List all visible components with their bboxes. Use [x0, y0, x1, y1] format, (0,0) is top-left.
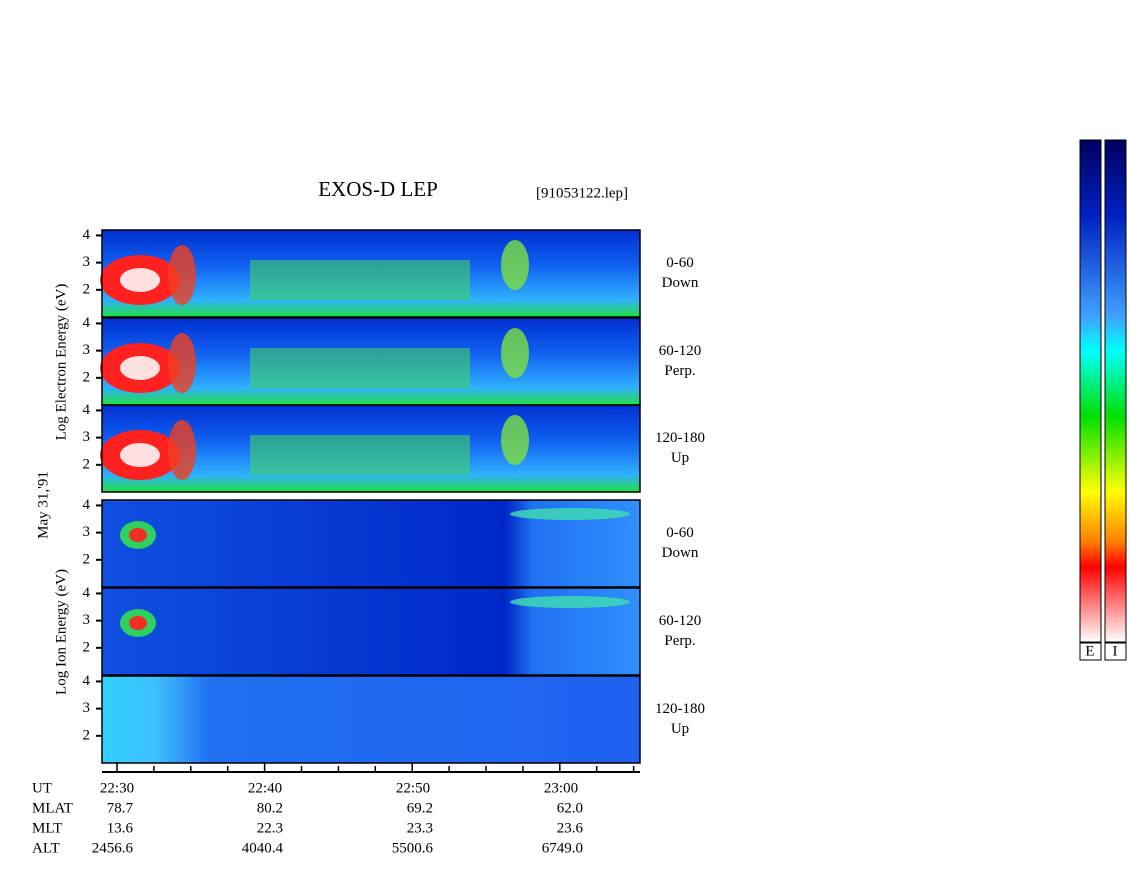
spectrogram-band — [250, 260, 470, 300]
spectrogram-blob — [168, 420, 196, 480]
y-tick-label: 2 — [83, 369, 91, 385]
y-tick-label: 3 — [83, 342, 91, 358]
file-name: [91053122.lep] — [536, 185, 628, 201]
panel-frame — [101, 404, 641, 493]
spectrogram-blob — [120, 443, 160, 467]
spectrogram-blob — [120, 356, 160, 380]
orbit-value: 4040.4 — [242, 840, 284, 856]
title: EXOS-D LEP — [318, 177, 438, 201]
colorbar-e — [1079, 139, 1102, 643]
y-tick-label: 2 — [83, 727, 91, 743]
panel-label: 0-60 — [666, 525, 694, 541]
orbit-value: 78.7 — [107, 800, 134, 816]
panel-label: 120-180 — [655, 701, 705, 717]
orbit-value: 69.2 — [407, 800, 433, 816]
electron-axis-label: Log Electron Energy (eV) — [53, 284, 69, 441]
colorbar-box — [1079, 642, 1102, 661]
spectrogram-blob — [501, 415, 529, 465]
y-tick-label: 3 — [83, 254, 91, 270]
orbit-value: 22.3 — [257, 820, 283, 836]
colorbar-label: I — [1113, 643, 1118, 659]
orbit-value: 6749.0 — [542, 840, 583, 856]
date: May 31,'91 — [35, 471, 51, 539]
ion-axis-label: Log Ion Energy (eV) — [53, 569, 69, 695]
colorbar-box — [1104, 642, 1127, 661]
spectrogram-blob — [168, 333, 196, 393]
colorbar-i — [1104, 139, 1127, 643]
spectrogram-blob — [129, 616, 147, 630]
panel-label: 60-120 — [659, 343, 702, 359]
y-tick-label: 2 — [83, 456, 91, 472]
spectrogram-blob — [168, 245, 196, 305]
panel-sublabel: Perp. — [664, 633, 695, 649]
y-tick-label: 4 — [83, 497, 91, 513]
y-tick-label: 4 — [83, 585, 91, 601]
panel-sublabel: Perp. — [664, 363, 695, 379]
orbit-value: 80.2 — [257, 800, 283, 816]
row-label: MLAT — [32, 800, 73, 816]
orbit-value: 13.6 — [107, 820, 134, 836]
time-label: 22:30 — [100, 780, 134, 796]
panel-sublabel: Down — [662, 545, 699, 561]
time-label: 23:00 — [544, 780, 578, 796]
orbit-value: 23.3 — [407, 820, 433, 836]
orbit-value: 5500.6 — [392, 840, 434, 856]
spectrogram-band — [250, 348, 470, 388]
spectrogram-blob — [120, 268, 160, 292]
orbit-value: 2456.6 — [92, 840, 134, 856]
panel-sublabel: Down — [662, 275, 699, 291]
y-tick-label: 3 — [83, 429, 91, 445]
spectrogram-blob — [501, 240, 529, 290]
panel-label: 60-120 — [659, 613, 702, 629]
time-label: 22:40 — [248, 780, 282, 796]
spectrogram-blob — [510, 508, 630, 520]
y-tick-label: 2 — [83, 551, 91, 567]
spectrogram-band — [250, 435, 470, 475]
panel-frame — [101, 587, 641, 676]
panel-sublabel: Up — [671, 450, 689, 466]
time-label: 22:50 — [396, 780, 430, 796]
panel-label: 0-60 — [666, 255, 694, 271]
y-tick-label: 4 — [83, 402, 91, 418]
row-label: MLT — [32, 820, 62, 836]
orbit-value: 62.0 — [557, 800, 583, 816]
y-tick-label: 2 — [83, 639, 91, 655]
row-label: ALT — [32, 840, 60, 856]
y-tick-label: 3 — [83, 612, 91, 628]
y-tick-label: 4 — [83, 673, 91, 689]
row-label: UT — [32, 780, 52, 796]
colorbar-label: E — [1085, 643, 1094, 659]
spectrogram-blob — [501, 328, 529, 378]
y-tick-label: 2 — [83, 281, 91, 297]
panel-frame — [101, 229, 641, 318]
panel-label: 120-180 — [655, 430, 705, 446]
spectrogram-blob — [510, 596, 630, 608]
y-tick-label: 3 — [83, 700, 91, 716]
spectrogram-blob — [129, 528, 147, 542]
panel-frame — [101, 675, 641, 764]
y-tick-label: 4 — [83, 315, 91, 331]
panel-sublabel: Up — [671, 721, 689, 737]
y-tick-label: 4 — [83, 227, 91, 243]
spectrogram — [102, 676, 640, 763]
y-tick-label: 3 — [83, 524, 91, 540]
panel-frame — [101, 499, 641, 588]
orbit-value: 23.6 — [557, 820, 584, 836]
